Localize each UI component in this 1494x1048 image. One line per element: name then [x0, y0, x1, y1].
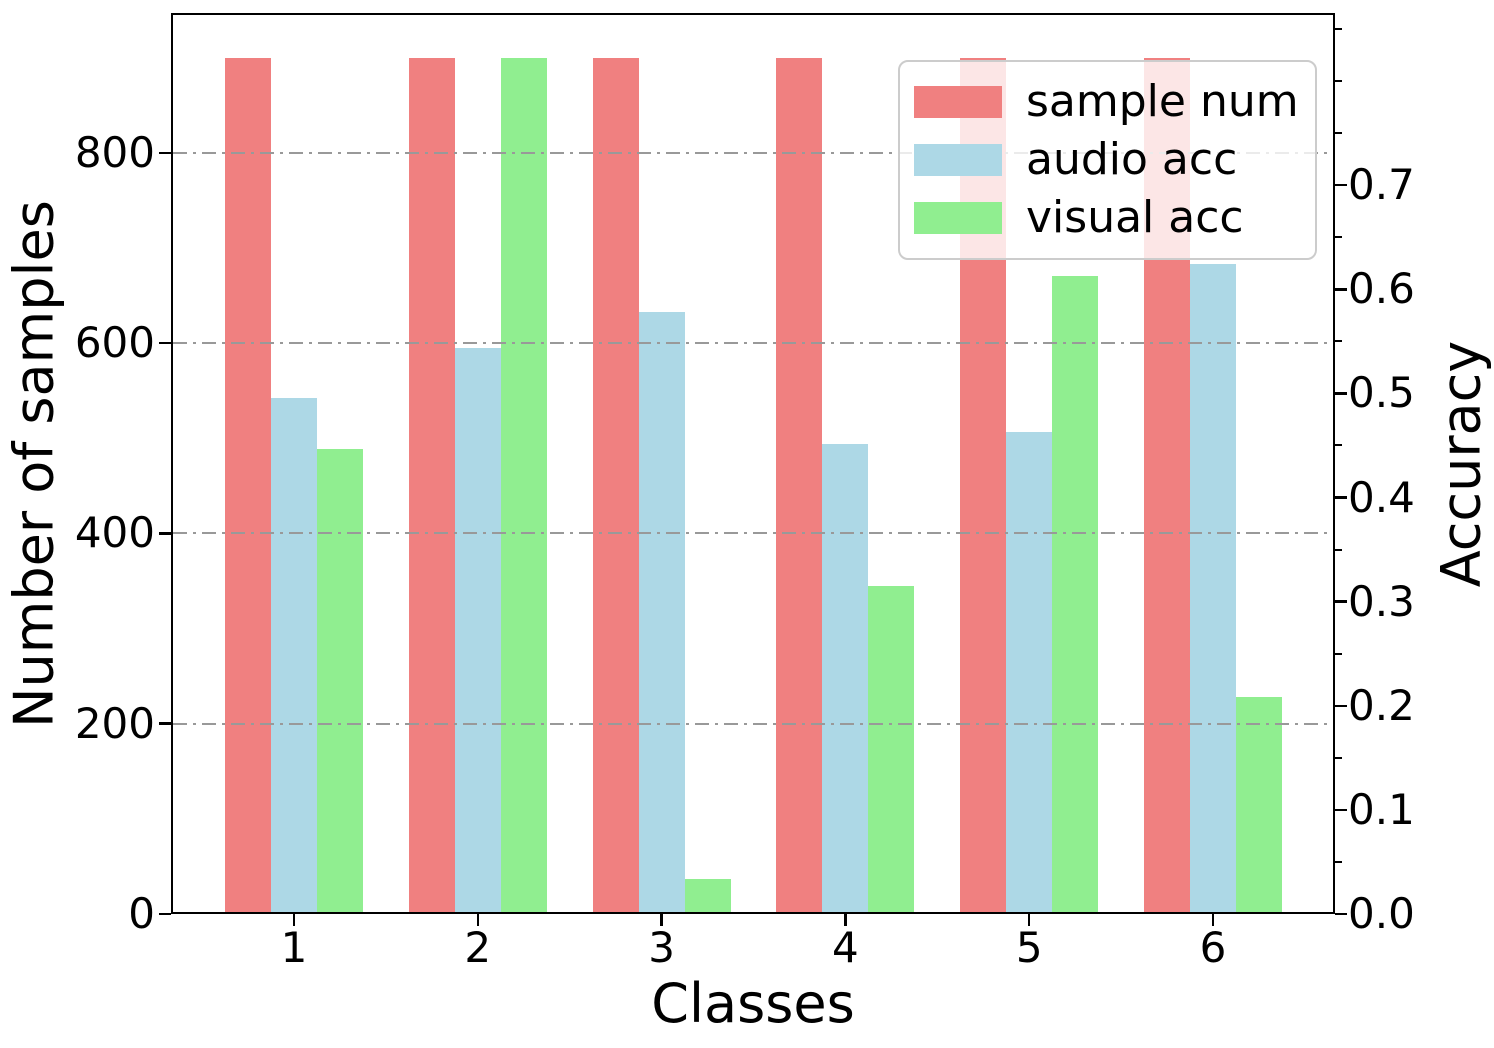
bar-visual-acc-class-5 — [1052, 275, 1099, 914]
legend-item-visual-acc: visual acc — [914, 189, 1315, 247]
gridline-200 — [173, 722, 1335, 725]
legend-swatch-visual-acc — [914, 202, 1002, 234]
legend-item-sample-num: sample num — [914, 73, 1315, 131]
bar-audio-acc-class-1 — [271, 397, 317, 914]
x-tick-4 — [844, 914, 847, 926]
x-tick-label-2: 2 — [464, 923, 492, 972]
x-tick-5 — [1027, 914, 1031, 926]
left-tick-label-400: 400 — [74, 508, 155, 558]
legend-item-audio-acc: audio acc — [914, 131, 1315, 189]
bar-audio-acc-class-4 — [822, 444, 869, 914]
right-minor-tick-0.8 — [1335, 80, 1342, 83]
right-tick-label-0.6: 0.6 — [1348, 264, 1415, 314]
right-minor-tick-0.75 — [1335, 132, 1342, 135]
x-tick-label-4: 4 — [832, 923, 859, 972]
right-tick-label-0.4: 0.4 — [1348, 472, 1415, 522]
right-tick-0.3 — [1335, 600, 1347, 603]
left-tick-800 — [159, 151, 171, 155]
left-tick-label-0: 0 — [128, 889, 155, 938]
right-tick-0.4 — [1335, 496, 1347, 499]
right-minor-tick-0.45 — [1335, 444, 1342, 447]
bar-visual-acc-class-3 — [684, 878, 731, 914]
right-tick-0.1 — [1335, 808, 1347, 812]
left-tick-label-600: 600 — [74, 318, 155, 368]
x-tick-label-3: 3 — [648, 923, 675, 972]
legend-swatch-sample-num — [914, 86, 1002, 118]
bar-sample-num-class-3 — [592, 57, 639, 914]
right-minor-tick-0.25 — [1335, 652, 1342, 655]
right-minor-tick-0.35 — [1335, 548, 1342, 551]
legend-label-sample-num: sample num — [1026, 76, 1299, 127]
bar-sample-num-class-1 — [225, 57, 271, 914]
x-axis-label: Classes — [651, 972, 855, 1035]
left-tick-200 — [159, 722, 171, 725]
left-tick-label-800: 800 — [74, 127, 155, 177]
legend: sample num audio acc visual acc — [898, 60, 1317, 260]
gridline-600 — [173, 342, 1335, 345]
gridline-400 — [173, 532, 1335, 535]
right-tick-0.6 — [1335, 288, 1347, 291]
x-tick-label-6: 6 — [1199, 923, 1227, 972]
bar-visual-acc-class-2 — [500, 58, 547, 914]
x-tick-label-1: 1 — [280, 923, 308, 972]
x-tick-1 — [292, 914, 296, 926]
bar-visual-acc-class-6 — [1236, 697, 1282, 914]
legend-label-audio-acc: audio acc — [1026, 134, 1238, 185]
x-tick-label-5: 5 — [1015, 923, 1043, 972]
legend-swatch-audio-acc — [914, 144, 1002, 176]
gridline-800 — [173, 151, 1335, 154]
x-tick-6 — [1211, 914, 1215, 926]
bar-sample-num-class-4 — [776, 57, 823, 914]
left-tick-0 — [159, 912, 171, 916]
bar-audio-acc-class-3 — [638, 312, 685, 914]
bar-visual-acc-class-4 — [868, 586, 915, 914]
right-tick-0.5 — [1335, 392, 1347, 395]
right-tick-0 — [1335, 912, 1347, 916]
right-tick-label-0.7: 0.7 — [1348, 160, 1415, 210]
legend-label-visual-acc: visual acc — [1026, 192, 1244, 243]
right-tick-0.7 — [1335, 183, 1347, 187]
bar-audio-acc-class-2 — [454, 347, 501, 914]
right-tick-label-0.0: 0.0 — [1348, 889, 1415, 938]
bar-audio-acc-class-6 — [1190, 264, 1236, 914]
right-tick-label-0.2: 0.2 — [1348, 680, 1415, 730]
left-tick-label-200: 200 — [74, 698, 155, 748]
bar-visual-acc-class-1 — [317, 448, 363, 914]
bar-sample-num-class-2 — [408, 57, 455, 914]
x-tick-3 — [660, 914, 663, 926]
right-minor-tick-0.65 — [1335, 236, 1342, 239]
left-tick-600 — [159, 341, 171, 345]
left-y-axis-label: Number of samples — [2, 200, 66, 728]
right-tick-label-0.5: 0.5 — [1348, 368, 1415, 418]
right-tick-label-0.1: 0.1 — [1348, 784, 1415, 834]
x-tick-2 — [476, 914, 480, 926]
right-minor-tick-0.15 — [1335, 756, 1342, 759]
right-minor-tick-0.05 — [1335, 860, 1342, 863]
right-y-axis-label: Accuracy — [1429, 340, 1493, 588]
right-minor-tick-0.85 — [1335, 28, 1342, 31]
right-tick-0.2 — [1335, 704, 1347, 708]
left-tick-400 — [159, 532, 171, 535]
right-minor-tick-0.55 — [1335, 340, 1342, 343]
right-tick-label-0.3: 0.3 — [1348, 576, 1415, 626]
bar-audio-acc-class-5 — [1006, 431, 1053, 914]
